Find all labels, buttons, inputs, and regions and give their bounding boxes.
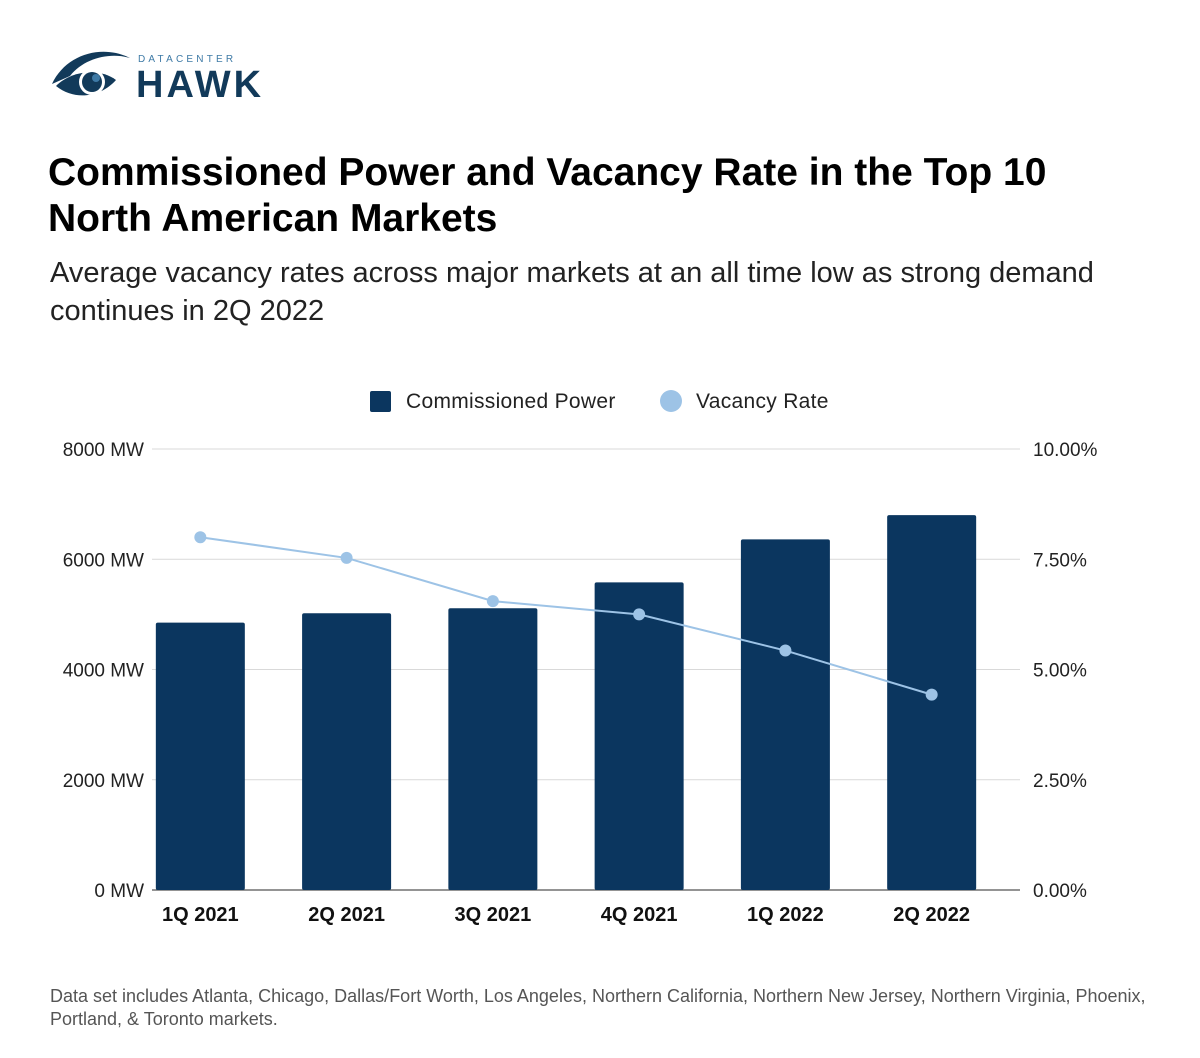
vacancy-point — [340, 551, 353, 564]
left-tick-label: 8000 MW — [63, 440, 144, 461]
bar — [594, 582, 684, 890]
brand-small-text: DATACENTER — [138, 54, 237, 65]
legend-line-swatch — [660, 390, 682, 412]
chart-title: Commissioned Power and Vacancy Rate in t… — [48, 151, 1047, 240]
right-tick-label: 0.00% — [1033, 881, 1087, 902]
x-tick-label: 2Q 2022 — [893, 904, 970, 926]
brand-big-text: HAWK — [136, 64, 265, 106]
left-tick-label: 0 MW — [94, 881, 144, 902]
vacancy-point — [925, 688, 938, 701]
vacancy-point — [194, 531, 207, 544]
bar — [740, 539, 830, 890]
x-tick-label: 2Q 2021 — [308, 904, 385, 926]
x-axis: 1Q 2021 2Q 2021 3Q 2021 4Q 2021 1Q 2022 2Q 20… — [162, 904, 970, 926]
right-tick-label: 5.00% — [1033, 661, 1087, 682]
legend-label-vacancy-rate: Vacancy Rate — [696, 390, 829, 413]
right-axis: 0.00% 2.50% 5.00% 7.50% 10.00% — [1033, 440, 1098, 902]
bar — [887, 515, 977, 890]
chart-subtitle: Average vacancy rates across major marke… — [50, 257, 1094, 327]
x-tick-label: 1Q 2021 — [162, 904, 239, 926]
line-series — [194, 531, 938, 701]
left-tick-label: 6000 MW — [63, 550, 144, 571]
x-tick-label: 4Q 2021 — [601, 904, 678, 926]
x-tick-label: 1Q 2022 — [747, 904, 824, 926]
chart-grid — [152, 448, 1020, 891]
bar — [302, 613, 392, 890]
vacancy-line — [200, 536, 932, 696]
x-tick-label: 3Q 2021 — [454, 904, 531, 926]
right-tick-label: 2.50% — [1033, 771, 1087, 792]
chart-legend: Commissioned Power Vacancy Rate — [370, 390, 829, 413]
vacancy-point — [633, 608, 646, 621]
eye-logo-icon — [52, 51, 130, 96]
bar-series — [155, 515, 977, 890]
left-tick-label: 4000 MW — [63, 661, 144, 682]
bar — [448, 608, 538, 890]
legend-bar-swatch — [370, 391, 391, 412]
footnote: Data set includes Atlanta, Chicago, Dall… — [50, 986, 1146, 1029]
left-axis: 0 MW 2000 MW 4000 MW 6000 MW 8000 MW — [63, 440, 144, 902]
brand-logo: DATACENTER HAWK — [50, 46, 280, 106]
left-tick-label: 2000 MW — [63, 771, 144, 792]
combo-chart: Commissioned Power Vacancy Rate 0 MW 2000 … — [63, 390, 1098, 926]
vacancy-point — [779, 644, 792, 657]
right-tick-label: 10.00% — [1033, 440, 1098, 461]
bar — [155, 622, 245, 890]
right-tick-label: 7.50% — [1033, 550, 1087, 571]
vacancy-point — [486, 595, 499, 608]
legend-label-commissioned-power: Commissioned Power — [406, 390, 616, 413]
